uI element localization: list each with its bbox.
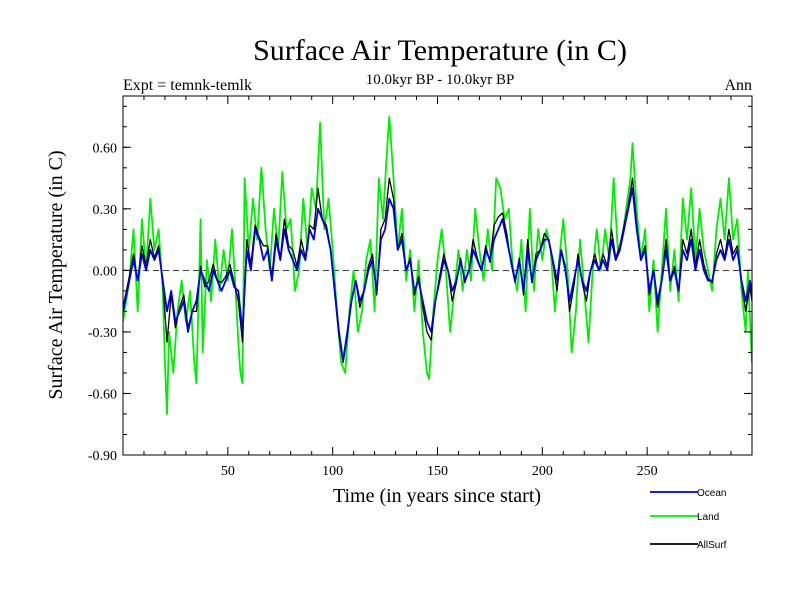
y-tick-label: 0.00 — [93, 264, 118, 279]
series-line-land — [123, 115, 752, 415]
chart-title: Surface Air Temperature (in C) — [253, 34, 627, 67]
y-axis-label: Surface Air Temperature (in C) — [45, 150, 67, 399]
axis-ticks: -0.90 -0.60 -0.30 0.00 0.30 0.60 50 100 150 200 25… — [88, 96, 752, 479]
legend-label-ocean: Ocean — [697, 488, 726, 499]
legend-label-land: Land — [697, 512, 719, 523]
y-tick-label: 0.30 — [93, 203, 118, 218]
legend-label-allsurf: AllSurf — [697, 540, 727, 551]
x-tick-label: 150 — [427, 464, 448, 479]
y-tick-label: 0.60 — [93, 141, 118, 156]
y-tick-label: -0.90 — [88, 449, 117, 464]
series-line-ocean — [123, 187, 752, 362]
chart-subtitle: 10.0kyr BP - 10.0kyr BP — [366, 72, 515, 88]
x-tick-label: 200 — [532, 464, 553, 479]
season-label: Ann — [724, 77, 752, 94]
series-group — [123, 115, 752, 415]
legend: Ocean Land AllSurf — [650, 488, 727, 551]
experiment-label: Expt = temnk-temlk — [123, 77, 252, 94]
y-tick-label: -0.60 — [88, 387, 117, 402]
x-tick-label: 100 — [322, 464, 343, 479]
y-tick-label: -0.30 — [88, 326, 117, 341]
x-tick-label: 250 — [637, 464, 658, 479]
x-tick-label: 50 — [221, 464, 235, 479]
x-axis-label: Time (in years since start) — [333, 485, 541, 507]
